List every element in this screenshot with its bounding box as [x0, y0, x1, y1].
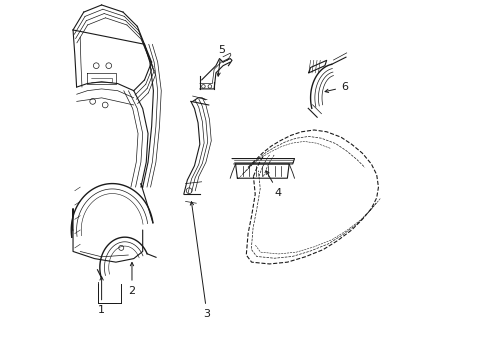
Text: 5: 5 — [217, 45, 224, 76]
Text: 3: 3 — [190, 202, 210, 319]
Text: 4: 4 — [265, 171, 282, 198]
Text: 2: 2 — [128, 262, 135, 296]
Text: 1: 1 — [98, 277, 105, 315]
Text: 6: 6 — [325, 82, 347, 93]
